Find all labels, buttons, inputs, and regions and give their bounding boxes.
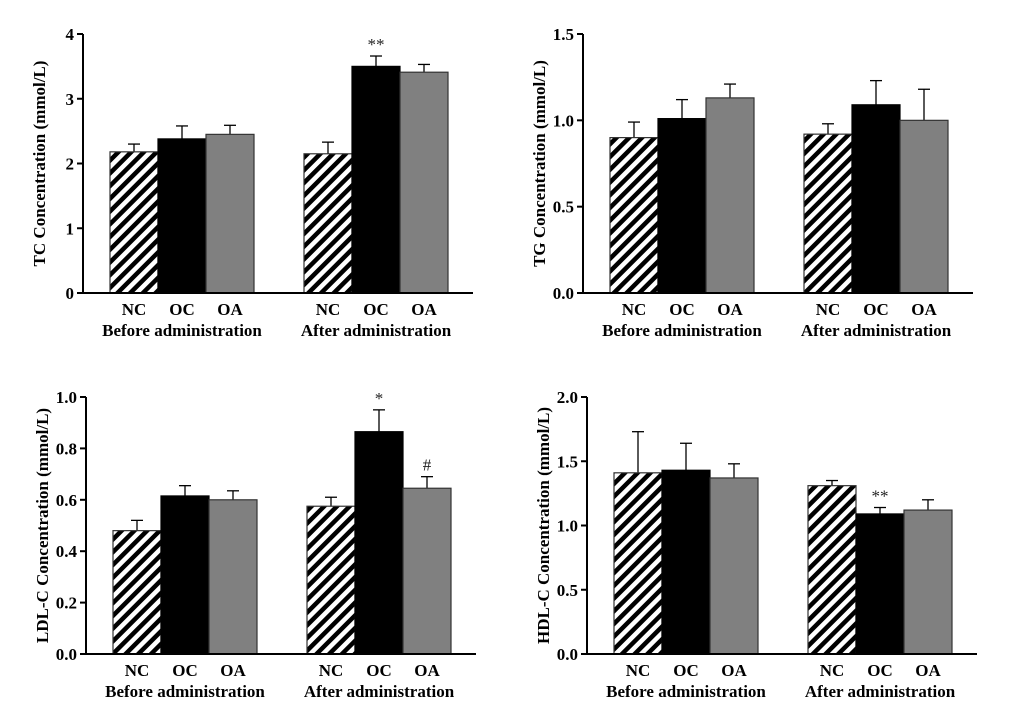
bar-oa [208, 499, 258, 655]
x-tick-label: NC [316, 300, 341, 319]
group-label: After administration [304, 682, 455, 701]
x-tick-label: OA [414, 661, 440, 680]
y-tick-label: 1 [66, 219, 75, 238]
group-label: Before administration [602, 321, 762, 340]
bar-nc [303, 153, 353, 294]
y-tick-label: 0.8 [56, 439, 77, 458]
y-tick-label: 1.5 [557, 452, 578, 471]
x-tick-label: OC [669, 300, 695, 319]
y-tick-label: 0.6 [56, 491, 77, 510]
y-tick-label: 1.0 [56, 388, 77, 407]
bar-oc [657, 118, 707, 294]
y-tick-label: 1.0 [553, 111, 574, 130]
significance-mark: # [423, 456, 432, 475]
y-tick-label: 0.0 [557, 645, 578, 664]
bar-oa [709, 477, 759, 655]
bar-oa [399, 71, 449, 294]
x-tick-label: OC [172, 661, 198, 680]
bar-nc [803, 133, 853, 294]
x-tick-label: OC [867, 661, 893, 680]
bar-nc [306, 505, 356, 655]
bar-oc [851, 104, 901, 294]
group-label: Before administration [102, 321, 262, 340]
bar-oa [705, 97, 755, 294]
y-tick-label: 2.0 [557, 388, 578, 407]
chart-panel-1: NC OC OA Before administration NC ** OC OA After… [30, 25, 473, 340]
chart-panel-2: NC OC OA Before administration NC OC OA After a… [530, 25, 973, 340]
x-tick-label: NC [626, 661, 651, 680]
x-tick-label: OA [915, 661, 941, 680]
chart-panel-4: NC OC OA Before administration NC ** OC OA After… [534, 388, 977, 701]
bar-nc [112, 530, 162, 655]
group-label: Before administration [105, 682, 265, 701]
x-tick-label: NC [820, 661, 845, 680]
bar-oc [661, 469, 711, 655]
x-tick-label: OC [673, 661, 699, 680]
y-axis-label: TG Concentration (mmol/L) [530, 60, 549, 267]
x-tick-label: NC [125, 661, 150, 680]
bar-oa [205, 133, 255, 294]
y-tick-label: 1.0 [557, 517, 578, 536]
x-tick-label: OA [411, 300, 437, 319]
bar-oc [157, 138, 207, 294]
y-axis-label: HDL-C Concentration (mmol/L) [534, 407, 553, 644]
x-tick-label: OA [220, 661, 246, 680]
bar-oc [160, 495, 210, 655]
y-axis-label: TC Concentration (mmol/L) [30, 61, 49, 267]
bar-oa [903, 509, 953, 655]
y-tick-label: 2 [66, 155, 75, 174]
chart-panel-3: NC OC OA Before administration NC * OC # OA After… [33, 388, 476, 701]
x-tick-label: NC [816, 300, 841, 319]
y-tick-label: 0.4 [56, 542, 78, 561]
x-tick-label: OC [863, 300, 889, 319]
y-tick-label: 0.5 [557, 581, 578, 600]
x-tick-label: OA [721, 661, 747, 680]
group-label: After administration [301, 321, 452, 340]
group-label: After administration [805, 682, 956, 701]
y-tick-label: 0 [66, 284, 75, 303]
x-tick-label: OA [717, 300, 743, 319]
x-tick-label: NC [122, 300, 147, 319]
y-tick-label: 0.5 [553, 198, 574, 217]
x-tick-label: OC [363, 300, 389, 319]
y-tick-label: 0.0 [56, 645, 77, 664]
significance-mark: ** [368, 35, 385, 54]
bar-nc [609, 137, 659, 294]
bar-oa [899, 119, 949, 294]
y-tick-label: 0.2 [56, 594, 77, 613]
x-tick-label: NC [622, 300, 647, 319]
group-label: After administration [801, 321, 952, 340]
x-tick-label: OC [366, 661, 392, 680]
y-tick-label: 3 [66, 90, 75, 109]
bar-oc [351, 65, 401, 294]
group-label: Before administration [606, 682, 766, 701]
significance-mark: * [375, 389, 384, 408]
y-tick-label: 1.5 [553, 25, 574, 44]
x-tick-label: OA [911, 300, 937, 319]
x-tick-label: NC [319, 661, 344, 680]
bar-nc [613, 472, 663, 655]
y-tick-label: 0.0 [553, 284, 574, 303]
bar-nc [807, 485, 857, 655]
y-axis-label: LDL-C Concentration (mmol/L) [33, 408, 52, 643]
significance-mark: ** [872, 487, 889, 506]
bar-oc [855, 513, 905, 655]
y-tick-label: 4 [66, 25, 75, 44]
x-tick-label: OA [217, 300, 243, 319]
bar-oa [402, 487, 452, 655]
x-tick-label: OC [169, 300, 195, 319]
bar-nc [109, 151, 159, 294]
bar-oc [354, 431, 404, 655]
